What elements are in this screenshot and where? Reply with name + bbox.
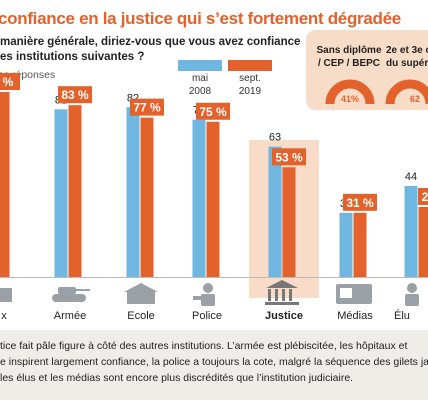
value-label-2019-1: 83 % — [61, 88, 89, 102]
gauge-value-higher-ed: 62 — [410, 94, 420, 104]
legend-label-2019: sept. 2019 — [223, 72, 277, 98]
category-label-0: x — [1, 310, 7, 322]
bar-2008-2 — [126, 107, 140, 277]
bar-2008-5 — [339, 212, 353, 277]
bar-2019-5 — [353, 212, 367, 277]
legend-2019-line1: sept. — [239, 73, 261, 84]
bar-2019-4 — [282, 167, 296, 277]
category-label-medias: Médias — [337, 310, 373, 322]
value-badge-2019-5 — [343, 193, 377, 211]
value-badge-2019-2 — [130, 98, 164, 116]
footer-line-1: tice fait pâle figure à côté des autres … — [0, 340, 408, 352]
legend-swatch-2008 — [178, 60, 222, 71]
panel-label-higher-ed: 2e et 3e c du supér — [386, 44, 428, 70]
bar-2008-3 — [192, 119, 206, 278]
category-label-armee: Armée — [53, 310, 87, 322]
value-label-2019-6: 2 — [422, 190, 428, 204]
question-text: manière générale, diriez-vous que vous a… — [0, 35, 300, 65]
panel-label2-line2: du supér — [386, 58, 428, 69]
question-line-1: manière générale, diriez-vous que vous a… — [0, 36, 301, 48]
bar-2019-6 — [418, 207, 428, 277]
value-label-2019-5: 31 % — [346, 196, 374, 210]
value-label-2008-4: 63 — [269, 132, 281, 144]
politician-icon — [405, 283, 419, 306]
chart-baseline — [0, 277, 428, 278]
category-label-elus: Élu — [394, 310, 410, 322]
hospital-icon — [0, 288, 12, 302]
legend-swatch-2019 — [228, 60, 272, 71]
police-officer-icon — [193, 283, 215, 306]
tank-icon — [52, 287, 90, 302]
bar-2019-0 — [0, 92, 10, 277]
value-badge-2019-4 — [272, 148, 306, 166]
footer-text: tice fait pâle figure à côté des autres … — [0, 338, 428, 386]
bar-2019-3 — [206, 121, 220, 277]
courthouse-icon — [265, 280, 299, 305]
gauge-arc-no-diploma — [325, 79, 375, 105]
footer-line-3: les élus et les médias sont encore plus … — [0, 372, 354, 384]
question-line-2: es institutions suivantes ? — [0, 51, 145, 63]
bar-2008-4 — [268, 146, 282, 277]
panel-label2-line1: 2e et 3e c — [386, 45, 428, 56]
value-label-2019-4: 53 % — [275, 150, 303, 164]
panel-label1-line2: / CEP / BEPC — [317, 58, 381, 69]
value-badge-2019-6 — [418, 188, 428, 205]
panel-label1-line1: Sans diplôme — [316, 45, 382, 56]
legend-2008-line2: 2008 — [188, 86, 212, 97]
bar-2008-6 — [404, 185, 418, 277]
category-label-justice: Justice — [265, 310, 303, 322]
footer-background — [0, 330, 428, 400]
legend-2008-line1: mai — [191, 73, 209, 84]
value-label-2019-0: 6 % — [0, 75, 14, 89]
value-label-2019-3: 75 % — [199, 105, 227, 119]
value-label-2008-6: 44 — [405, 171, 417, 183]
bar-2019-1 — [68, 105, 82, 277]
value-badge-2019-1 — [58, 86, 92, 104]
value-label-2019-2: 77 % — [133, 101, 161, 115]
legend-2019-line2: 2019 — [238, 86, 262, 97]
gauge-value-no-diploma: 41% — [341, 94, 359, 104]
category-icons — [0, 280, 419, 306]
bar-2008-1 — [54, 109, 68, 277]
gauge-arc-higher-ed — [385, 79, 428, 105]
legend-label-2008: mai 2008 — [173, 72, 227, 98]
footer-line-2: e inspirent largement confiance, la poli… — [0, 356, 428, 368]
newspaper-icon — [336, 284, 372, 304]
value-badge-2019-3 — [196, 102, 230, 120]
value-badge-2019-0 — [0, 73, 20, 90]
panel-label-no-diploma: Sans diplôme / CEP / BEPC — [312, 44, 386, 70]
category-label-police: Police — [192, 310, 222, 322]
chart-title: confiance en la justice qui s’est fortem… — [0, 9, 401, 28]
bar-2019-2 — [140, 117, 154, 277]
school-icon — [124, 283, 158, 304]
category-label-ecole: Ecole — [127, 310, 155, 322]
